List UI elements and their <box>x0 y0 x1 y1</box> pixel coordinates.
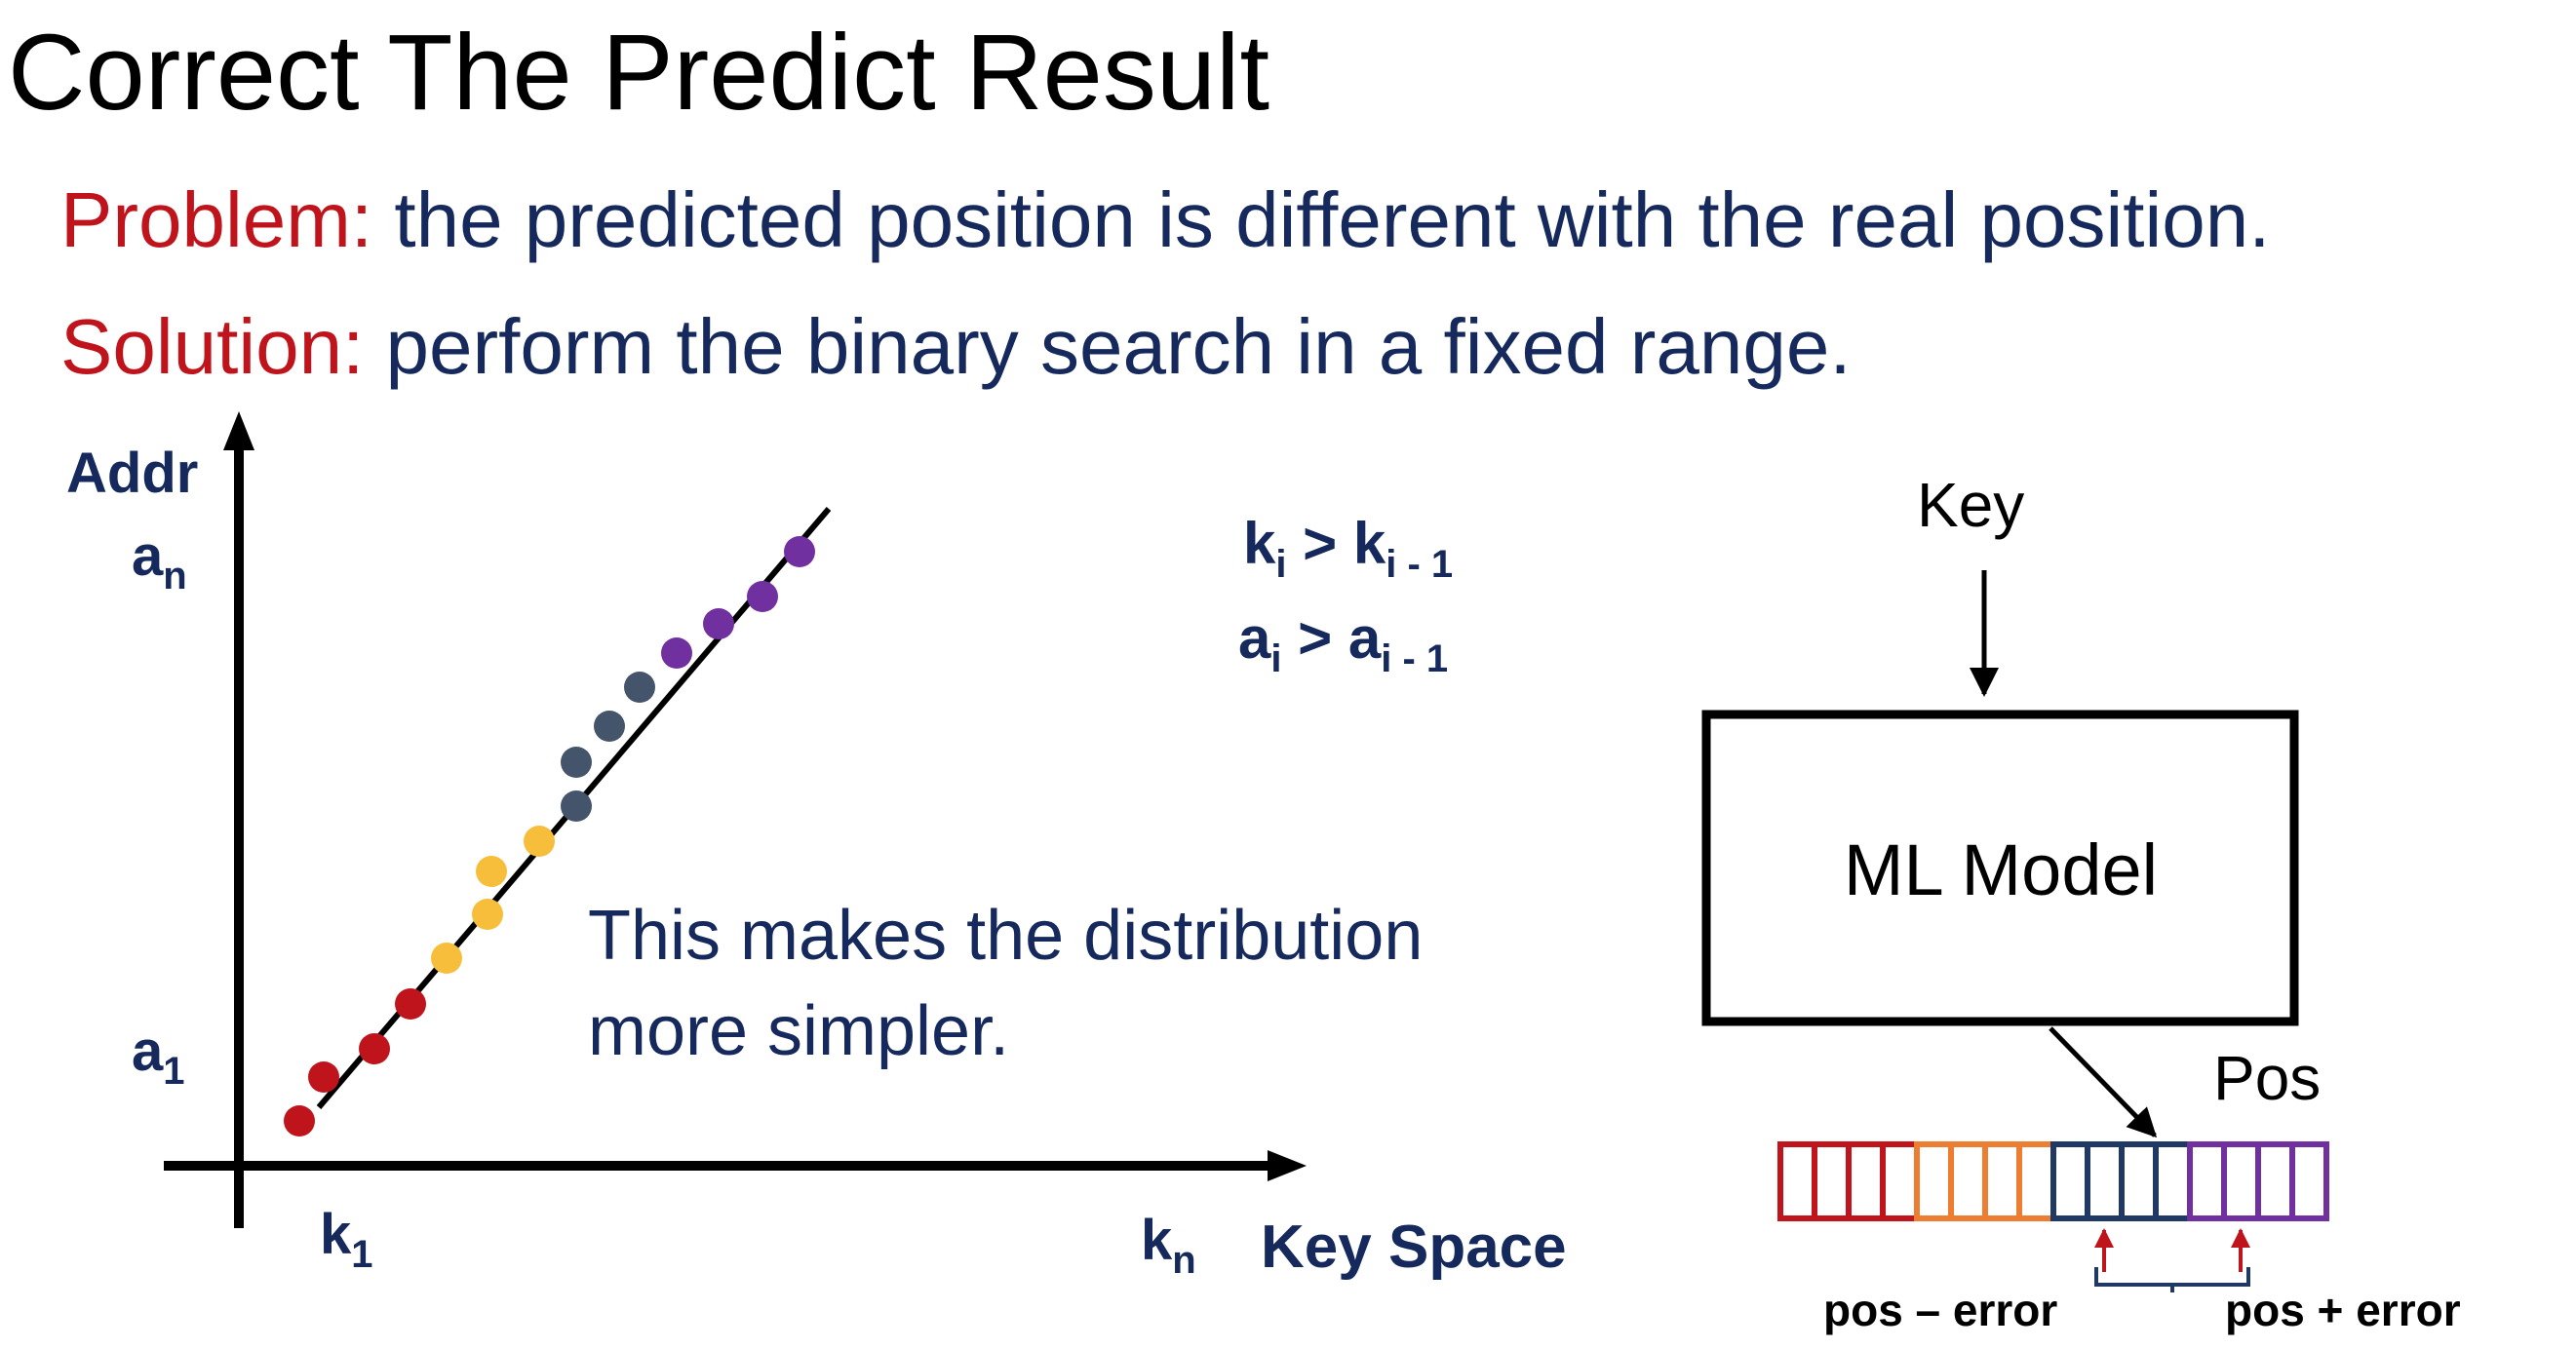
data-point-13 <box>661 637 692 669</box>
data-points <box>284 536 815 1137</box>
y-tick-an: an <box>132 524 187 597</box>
data-point-11 <box>594 711 625 742</box>
data-point-15 <box>747 581 778 612</box>
array-cell-9 <box>2050 1141 2090 1221</box>
y-axis-label: Addr <box>66 442 198 505</box>
data-point-2 <box>308 1061 339 1093</box>
array-cell-6 <box>1948 1141 1988 1221</box>
slide-title: Correct The Predict Result <box>8 13 1270 133</box>
data-point-4 <box>395 988 426 1020</box>
problem-label: Problem: <box>60 176 373 263</box>
array-cell-2 <box>1812 1141 1852 1221</box>
search-range-bracket <box>2094 1267 2250 1292</box>
array-cell-13 <box>2187 1141 2227 1221</box>
data-point-3 <box>359 1033 390 1064</box>
note-line-1: This makes the distribution <box>588 897 1423 975</box>
array-cell-12 <box>2153 1141 2193 1221</box>
data-point-10 <box>561 747 592 778</box>
data-point-8 <box>524 826 555 857</box>
data-point-6 <box>472 899 503 930</box>
condition-addrs: ai > ai - 1 <box>1238 605 1448 680</box>
solution-statement: Solution: perform the binary search in a… <box>60 302 1852 392</box>
problem-text: the predicted position is different with… <box>372 176 2271 263</box>
x-axis-label: Key Space <box>1261 1214 1567 1281</box>
array-cell-3 <box>1846 1141 1886 1221</box>
data-point-1 <box>284 1105 315 1137</box>
array-cell-1 <box>1777 1141 1817 1221</box>
condition-keys: ki > ki - 1 <box>1243 511 1453 586</box>
solution-text: perform the binary search in a fixed ran… <box>364 303 1852 390</box>
x-axis-arrowhead <box>1268 1150 1307 1181</box>
note-line-2: more simpler. <box>588 992 1009 1070</box>
x-tick-k1: k1 <box>320 1203 373 1276</box>
array-cell-5 <box>1914 1141 1954 1221</box>
data-point-7 <box>476 856 507 887</box>
data-point-14 <box>703 608 734 639</box>
array-cell-8 <box>2016 1141 2056 1221</box>
output-arrow <box>2049 1026 2158 1138</box>
pos-minus-error-label: pos – error <box>1823 1285 2057 1335</box>
model-diagram: Key ML Model Pos pos – error pos + error <box>1701 470 2461 1335</box>
scatter-plot: Addr Key Space an a1 k1 kn ki > ki - 1 a… <box>66 411 1567 1282</box>
pos-plus-error-label: pos + error <box>2225 1285 2461 1335</box>
position-array <box>1777 1141 2329 1221</box>
ml-model-box <box>1701 710 2299 1026</box>
ml-model-label: ML Model <box>1844 829 2158 910</box>
solution-label: Solution: <box>60 303 365 390</box>
array-cell-11 <box>2119 1141 2159 1221</box>
data-point-12 <box>624 672 655 703</box>
data-point-5 <box>431 943 462 974</box>
problem-statement: Problem: the predicted position is diffe… <box>60 175 2270 265</box>
array-cell-16 <box>2289 1141 2329 1221</box>
array-cell-4 <box>1880 1141 1920 1221</box>
data-point-16 <box>784 536 815 567</box>
array-cell-7 <box>1982 1141 2022 1221</box>
key-input-label: Key <box>1917 470 2024 540</box>
array-cell-15 <box>2255 1141 2295 1221</box>
data-point-9 <box>561 790 592 822</box>
x-tick-kn: kn <box>1141 1209 1196 1282</box>
y-axis-arrowhead <box>223 411 254 450</box>
array-cell-14 <box>2221 1141 2261 1221</box>
y-tick-a1: a1 <box>132 1020 185 1093</box>
pos-output-label: Pos <box>2213 1043 2321 1113</box>
array-cell-10 <box>2085 1141 2125 1221</box>
